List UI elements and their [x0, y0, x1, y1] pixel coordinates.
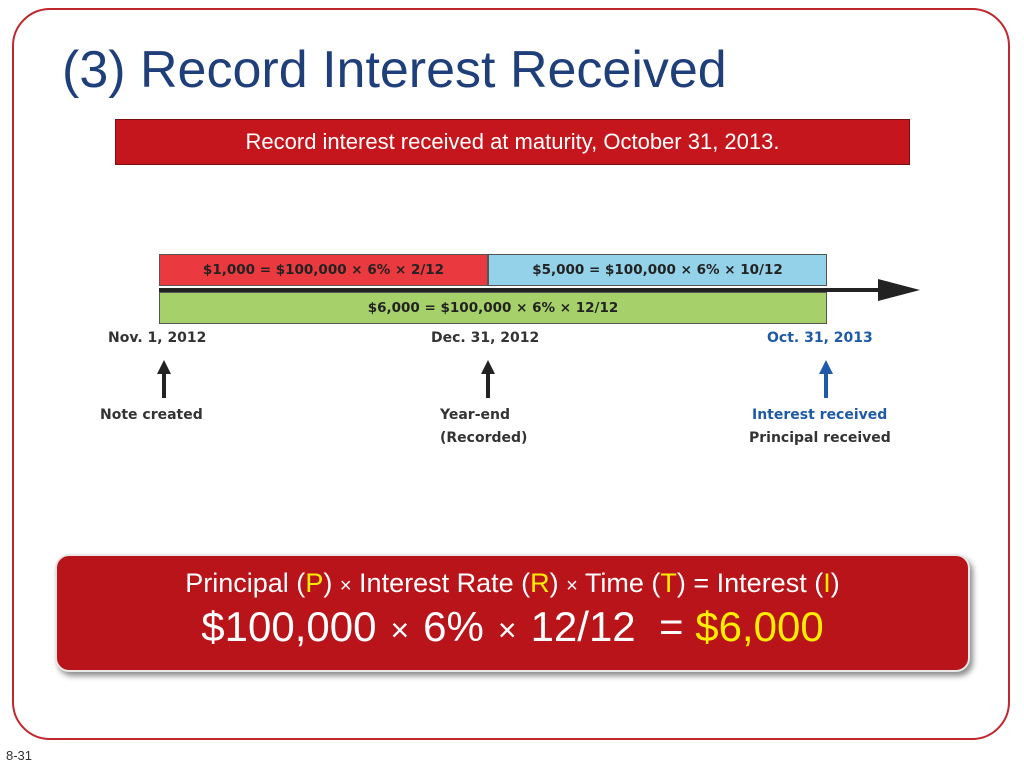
principal-value: $100,000 [201, 603, 377, 650]
slide-title: (3) Record Interest Received [62, 41, 727, 99]
formula-rate-label: Interest Rate ( [359, 568, 531, 598]
timeline-axis [159, 288, 899, 292]
formula-definition: Principal (P) × Interest Rate (R) × Time… [57, 568, 968, 599]
subtitle-banner: Record interest received at maturity, Oc… [115, 119, 910, 165]
formula-time-label: Time ( [584, 568, 661, 598]
slide-number: 8-31 [6, 748, 33, 763]
formula-calculation: $100,000 × 6% × 12/12 = $6,000 [57, 603, 968, 651]
up-arrow-icon [819, 360, 833, 374]
second-period-interest-bar: $5,000 = $100,000 × 6% × 10/12 [488, 254, 827, 286]
multiply-icon: × [497, 612, 517, 648]
formula-principal-label: Principal ( [185, 568, 306, 598]
event-note-created: Note created [100, 407, 203, 423]
up-arrow-stem [486, 372, 490, 398]
multiply-icon: × [390, 612, 410, 648]
date-label-year-end: Dec. 31, 2012 [431, 330, 540, 346]
interest-formula-box: Principal (P) × Interest Rate (R) × Time… [55, 554, 970, 672]
up-arrow-stem [162, 372, 166, 398]
formula-paren: ) [549, 568, 559, 598]
formula-paren: ) [830, 568, 840, 598]
formula-p-symbol: P [305, 568, 324, 598]
interest-result: $6,000 [695, 603, 824, 650]
timeline-diagram: $1,000 = $100,000 × 6% × 2/12 $5,000 = $… [100, 250, 920, 460]
date-label-maturity: Oct. 31, 2013 [767, 330, 873, 346]
first-period-interest-bar: $1,000 = $100,000 × 6% × 2/12 [159, 254, 488, 286]
event-year-end: Year-end [440, 407, 510, 423]
full-term-interest-bar: $6,000 = $100,000 × 6% × 12/12 [159, 292, 827, 324]
multiply-icon: × [566, 575, 578, 597]
formula-i-symbol: I [823, 568, 831, 598]
event-interest-received: Interest received [752, 407, 888, 423]
equals-icon: = [693, 568, 710, 598]
up-arrow-icon [157, 360, 171, 374]
up-arrow-icon [481, 360, 495, 374]
formula-paren: ) [676, 568, 686, 598]
event-year-end-recorded: (Recorded) [440, 430, 528, 446]
formula-r-symbol: R [530, 568, 550, 598]
formula-t-symbol: T [660, 568, 677, 598]
equals-icon: = [659, 603, 684, 650]
up-arrow-stem [824, 372, 828, 398]
timeline-arrow-icon [878, 279, 920, 301]
formula-paren: ) [323, 568, 333, 598]
date-label-start: Nov. 1, 2012 [108, 330, 207, 346]
formula-interest-label: Interest ( [716, 568, 824, 598]
rate-value: 6% [423, 603, 484, 650]
time-value: 12/12 [530, 603, 636, 650]
multiply-icon: × [339, 575, 352, 597]
event-principal-received: Principal received [749, 430, 891, 446]
